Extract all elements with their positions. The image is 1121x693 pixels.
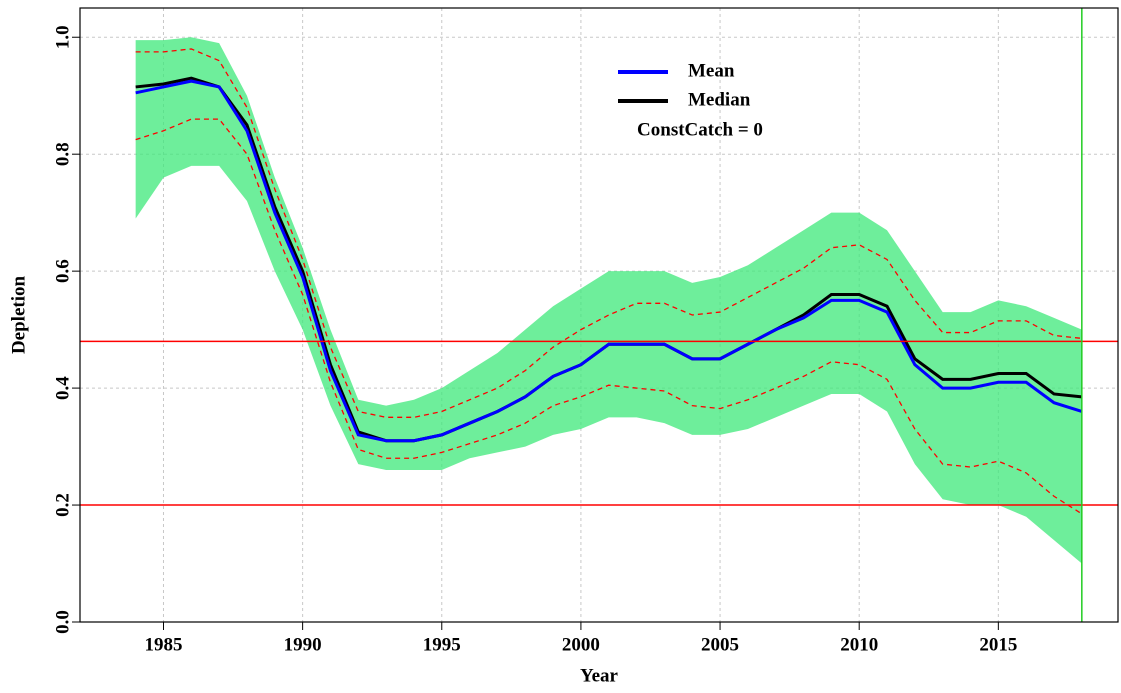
x-tick-label: 1990 <box>284 634 322 655</box>
legend-label: Median <box>688 89 751 110</box>
quantile-line <box>135 118 1083 515</box>
y-tick-label: 0.6 <box>52 259 73 283</box>
plot-frame <box>79 7 1119 623</box>
y-tick-label: 0.8 <box>52 142 73 166</box>
x-tick-label: 2005 <box>701 634 739 655</box>
legend-label: Mean <box>688 60 735 81</box>
band <box>135 37 1082 564</box>
y-tick-label: 0.0 <box>52 610 73 634</box>
x-tick-label: 1995 <box>423 634 461 655</box>
x-tick-label: 2000 <box>562 634 600 655</box>
y-axis-label: Depletion <box>8 276 29 355</box>
x-tick-label: 1985 <box>144 634 182 655</box>
x-axis-label: Year <box>580 665 619 686</box>
x-tick-label: 2010 <box>840 634 878 655</box>
x-tick-label: 2015 <box>979 634 1017 655</box>
y-tick-label: 0.4 <box>52 376 73 400</box>
quantile-line <box>135 48 1082 418</box>
annotation: ConstCatch = 0 <box>637 119 763 140</box>
series-line <box>135 79 1083 443</box>
y-tick-label: 1.0 <box>52 25 73 49</box>
y-tick-label: 0.2 <box>52 493 73 517</box>
